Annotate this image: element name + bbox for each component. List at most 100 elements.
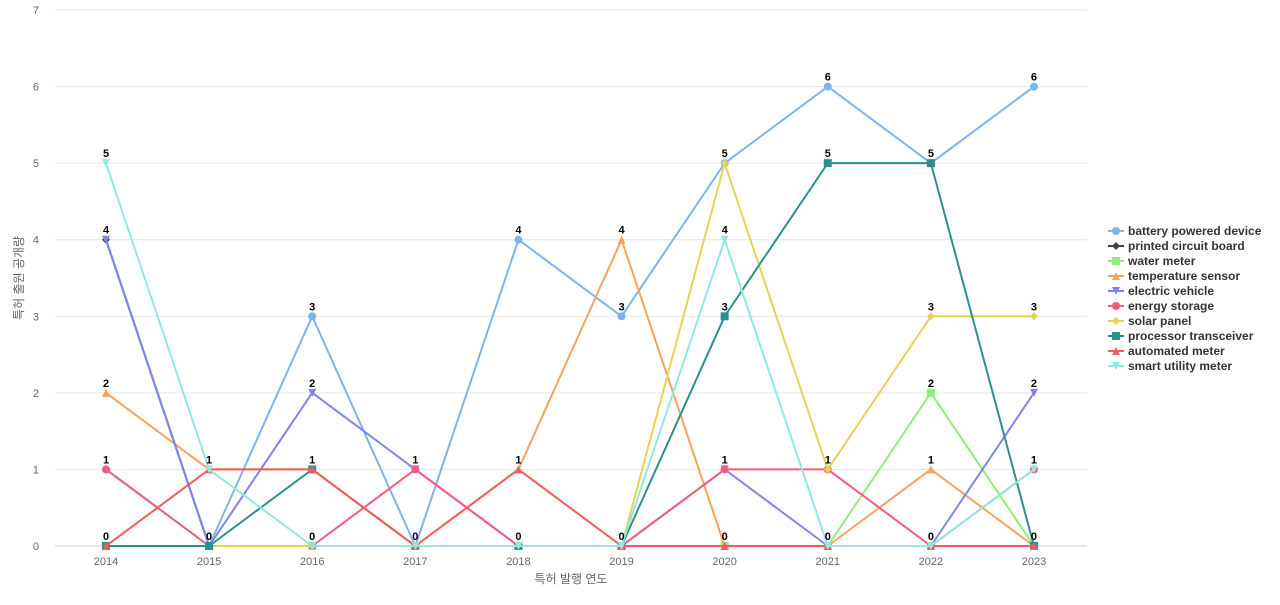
legend-swatch-marker [1112,317,1120,325]
data-label: 0 [206,531,212,543]
legend-label: battery powered device [1128,224,1262,238]
legend-swatch-marker [1112,287,1120,295]
legend-item-printed-circuit-board[interactable]: printed circuit board [1108,239,1245,253]
y-tick-label: 3 [33,311,39,323]
series-point-battery-powered-device [308,312,317,321]
x-tick-label: 2019 [609,556,633,568]
data-label: 2 [928,378,934,390]
legend-swatch-marker [1112,332,1120,340]
data-label: 0 [928,531,934,543]
data-label: 1 [1031,454,1037,466]
data-label: 4 [618,225,625,237]
series-point-smart-utility-meter [308,542,317,550]
data-label: 1 [928,454,934,466]
legend-swatch-marker [1112,362,1120,370]
x-axis-title: 특허 발행 연도 [535,571,608,586]
series-point-battery-powered-device [823,82,832,91]
legend-label: solar panel [1128,314,1191,328]
y-axis-ticks: 0 1 2 3 4 5 6 7 [33,5,39,553]
data-label: 4 [722,225,729,237]
series-automated-meter [102,465,1038,550]
data-label: 0 [309,531,315,543]
legend-item-smart-utility-meter[interactable]: smart utility meter [1108,359,1232,373]
data-label: 3 [309,301,315,313]
legend-item-energy-storage[interactable]: energy storage [1108,299,1214,313]
legend-label: electric vehicle [1128,284,1214,298]
series-point-smart-utility-meter [205,465,214,474]
data-label: 3 [722,301,728,313]
series-point-automated-meter [720,542,729,550]
series-point-automated-meter [102,542,110,550]
data-label: 5 [103,148,109,160]
data-label: 3 [928,301,934,313]
y-tick-label: 0 [33,541,39,553]
legend-label: printed circuit board [1128,239,1245,253]
series-point-electric-vehicle [1029,388,1038,397]
series-point-battery-powered-device [514,235,523,244]
series-point-temperature-sensor [617,235,626,244]
series-line-smart-utility-meter [105,162,1035,547]
data-label: 0 [618,531,624,543]
data-label: 1 [309,454,315,466]
legend-item-processor-transceiver[interactable]: processor transceiver [1108,329,1254,343]
series-point-battery-powered-device [1029,82,1038,91]
data-label: 2 [103,378,109,390]
legend-label: water meter [1127,254,1196,268]
series-point-temperature-sensor [102,388,110,397]
series-point-smart-utility-meter [514,542,523,550]
data-label: 3 [1031,301,1037,313]
series-line-automated-meter [105,468,1034,547]
series-point-solar-panel [720,159,729,168]
series-layer [102,82,1038,550]
x-tick-label: 2023 [1022,556,1046,568]
x-tick-label: 2020 [712,556,736,568]
series-line-battery-powered-device [105,85,1035,547]
legend-label: temperature sensor [1128,269,1240,283]
legend-item-temperature-sensor[interactable]: temperature sensor [1108,269,1240,283]
series-point-solar-panel [823,465,832,474]
x-tick-label: 2022 [919,556,943,568]
x-tick-label: 2021 [816,556,840,568]
series-point-processor-transceiver [720,312,729,321]
series-point-energy-storage [411,465,420,474]
series-point-water-meter [926,388,935,397]
data-label: 3 [618,301,624,313]
series-point-electric-vehicle [102,235,110,244]
series-point-solar-panel [926,312,935,321]
y-tick-label: 7 [33,5,39,17]
legend-swatch-marker [1112,347,1120,355]
data-label: 2 [1031,378,1037,390]
legend-item-solar-panel[interactable]: solar panel [1108,314,1191,328]
series-point-solar-panel [1029,312,1038,321]
legend-item-water-meter[interactable]: water meter [1108,254,1196,268]
data-label: 0 [722,531,728,543]
series-point-battery-powered-device [617,312,626,321]
data-label: 4 [103,225,110,237]
legend-item-electric-vehicle[interactable]: electric vehicle [1108,284,1214,298]
series-point-smart-utility-meter [102,159,110,168]
series-point-energy-storage [720,465,729,474]
data-label: 5 [825,148,831,160]
y-tick-label: 6 [33,82,39,94]
x-axis-ticks: 2014 2015 2016 2017 2018 2019 2020 2021 2022 2023 [94,556,1046,568]
data-label: 1 [825,454,831,466]
series-point-smart-utility-meter [823,542,832,550]
x-tick-label: 2017 [403,556,427,568]
legend-swatch-marker [1112,257,1120,265]
series-point-processor-transceiver [926,159,935,168]
legend-swatch-marker [1112,272,1120,280]
series-point-automated-meter [1029,542,1038,550]
data-label: 0 [1031,531,1037,543]
series-point-smart-utility-meter [411,542,420,550]
legend-item-battery-powered-device[interactable]: battery powered device [1108,224,1262,238]
series-smart-utility-meter [102,159,1038,550]
x-tick-label: 2016 [300,556,324,568]
data-label: 1 [412,454,418,466]
legend-item-automated-meter[interactable]: automated meter [1108,344,1225,358]
data-label: 0 [825,531,831,543]
y-tick-label: 5 [33,158,39,170]
series-point-temperature-sensor [926,465,935,474]
data-label: 1 [722,454,728,466]
